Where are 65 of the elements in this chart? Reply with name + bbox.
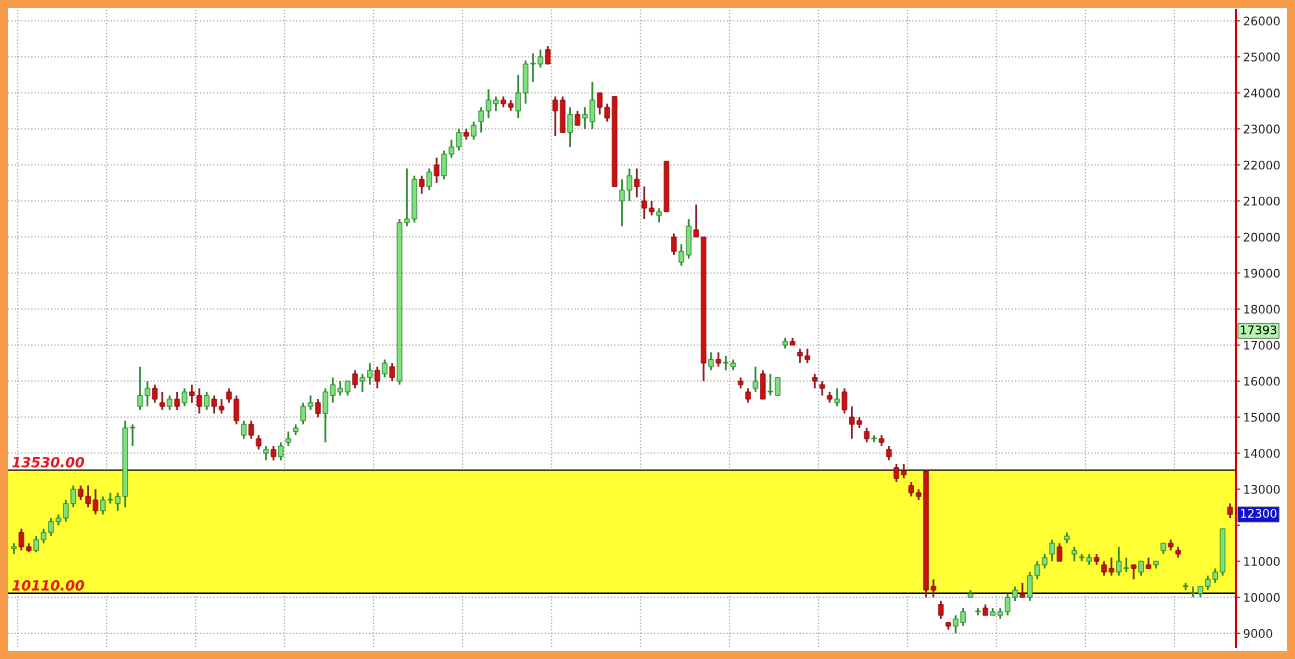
y-tick-label: 21000 (1243, 196, 1280, 206)
candlestick (641, 185, 647, 220)
candlestick (775, 376, 781, 397)
candlestick (456, 127, 462, 152)
candlestick (211, 394, 217, 415)
candlestick (552, 95, 558, 138)
y-tick-label: 22000 (1243, 160, 1280, 170)
annotation: 17393 (1240, 325, 1277, 335)
y-tick-label: 26000 (1243, 16, 1280, 26)
candlestick (634, 167, 640, 199)
y-tick-label: 11000 (1244, 556, 1280, 566)
candlestick (938, 599, 944, 620)
ref-line-label: 10110.00 (12, 580, 85, 591)
y-tick-label: 15000 (1244, 412, 1280, 422)
candlestick (515, 73, 521, 119)
candlestick (367, 362, 373, 386)
candlestick (671, 232, 677, 256)
candlestick (322, 387, 329, 444)
y-tick-label: 10000 (1244, 593, 1280, 602)
candlestick (1056, 542, 1063, 563)
candlestick (1049, 538, 1055, 563)
y-tick-label: 19000 (1244, 268, 1280, 278)
y-tick-label: 16000 (1244, 376, 1280, 386)
candlestick (470, 120, 477, 141)
y-tick-label: 24000 (1243, 88, 1280, 98)
candlestick (359, 372, 366, 393)
candlestick (315, 398, 321, 419)
candlestick (433, 156, 440, 184)
candlestick (678, 243, 685, 267)
candlestick (419, 174, 425, 195)
candlestick (248, 419, 254, 440)
candlestick (129, 423, 136, 447)
candlestick (567, 106, 573, 148)
annotation: 12300 (1240, 508, 1277, 518)
candlestick (893, 463, 900, 483)
candlestick (174, 391, 180, 411)
y-tick-label: 25000 (1243, 52, 1280, 62)
candlestick (708, 351, 714, 372)
candlestick (374, 365, 381, 390)
candlestick (278, 441, 284, 462)
candlestick (152, 383, 158, 404)
candlestick (352, 369, 358, 390)
candlestick (300, 401, 306, 426)
candlestick (18, 527, 25, 552)
candlestick (389, 362, 395, 383)
candlestick (767, 372, 774, 397)
y-tick-label: 23000 (1243, 124, 1280, 134)
candlestick (693, 203, 699, 238)
y-tick-label: 20000 (1243, 232, 1280, 242)
candlestick (545, 45, 551, 65)
candlestick (181, 387, 188, 408)
y-tick-label: 18000 (1244, 304, 1280, 314)
candlestick (381, 358, 388, 379)
y-tick-label: 14000 (1244, 448, 1280, 458)
candlestick (841, 387, 848, 415)
candlestick (159, 391, 165, 411)
y-tick-label: 17000 (1244, 340, 1280, 350)
y-tick-label: 9000 (1243, 629, 1273, 638)
ref-line-label: 13530.00 (12, 456, 85, 468)
candlestick (426, 167, 432, 192)
candlestick (834, 387, 840, 408)
candlestick (241, 419, 247, 440)
candlestick (204, 391, 210, 411)
candlestick (752, 365, 759, 393)
y-tick-label: 13000 (1244, 484, 1280, 494)
